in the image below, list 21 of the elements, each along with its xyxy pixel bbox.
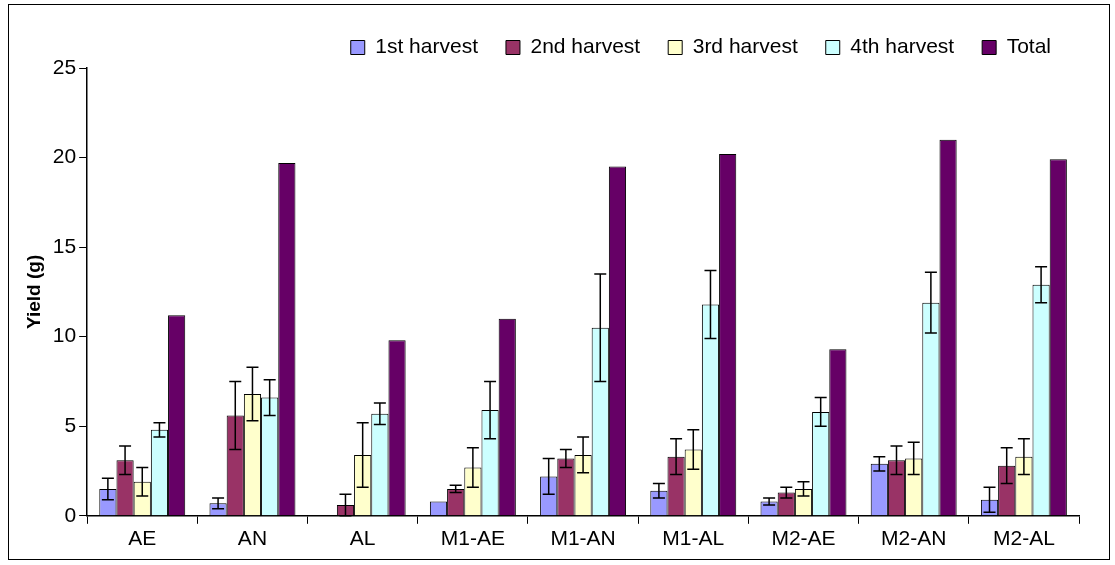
x-tick-label: M1-AN bbox=[550, 526, 616, 550]
x-tick-label: M1-AL bbox=[662, 526, 725, 550]
y-tick-label: 20 bbox=[52, 144, 77, 168]
y-tick-label: 0 bbox=[64, 502, 77, 526]
x-tick-label: M2-AE bbox=[771, 526, 836, 550]
y-tick-label: 5 bbox=[64, 413, 77, 437]
x-tick-label: M2-AL bbox=[992, 526, 1055, 550]
legend-label: 3rd harvest bbox=[692, 34, 798, 58]
y-axis-title: Yield (g) bbox=[22, 254, 44, 330]
y-tick-label: 10 bbox=[52, 323, 77, 347]
x-tick-label: M1-AE bbox=[440, 526, 505, 550]
y-tick-label: 15 bbox=[52, 233, 77, 257]
y-tick-label: 25 bbox=[52, 54, 77, 78]
legend-label: Total bbox=[1006, 34, 1051, 58]
x-tick-label: AL bbox=[349, 526, 376, 550]
x-tick-label: AE bbox=[128, 526, 157, 550]
legend-label: 2nd harvest bbox=[530, 34, 641, 58]
x-tick-label: M2-AN bbox=[881, 526, 947, 550]
legend-label: 1st harvest bbox=[375, 34, 479, 58]
legend-label: 4th harvest bbox=[850, 34, 955, 58]
x-tick-label: AN bbox=[237, 526, 268, 550]
